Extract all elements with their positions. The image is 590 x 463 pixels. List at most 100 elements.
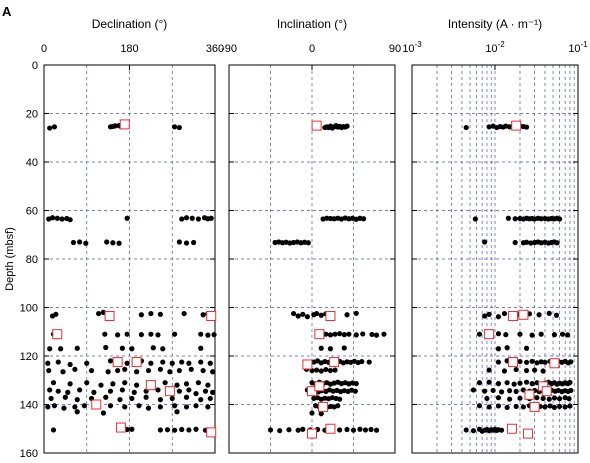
data-point — [504, 404, 510, 411]
data-point — [360, 331, 366, 337]
data-point — [49, 215, 56, 221]
data-point — [495, 381, 502, 387]
data-point — [344, 123, 350, 129]
data-point — [58, 346, 64, 352]
data-point — [74, 345, 80, 351]
data-point — [145, 367, 152, 374]
data-point — [332, 331, 338, 337]
data-square — [314, 329, 325, 340]
data-point — [157, 404, 163, 410]
y-tick-label: 80 — [26, 254, 38, 266]
data-point — [495, 314, 502, 320]
data-square — [115, 422, 126, 433]
data-point — [490, 387, 496, 394]
data-point — [352, 388, 358, 394]
data-point — [116, 240, 122, 246]
y-tick-label: 100 — [20, 303, 38, 315]
data-point — [523, 239, 530, 245]
data-point — [300, 311, 306, 317]
data-point — [305, 240, 311, 246]
data-point — [183, 381, 190, 387]
data-point — [523, 359, 530, 365]
data-point — [172, 124, 178, 130]
data-point — [124, 215, 130, 221]
data-point — [335, 403, 341, 409]
data-point — [107, 358, 114, 364]
data-point — [160, 359, 166, 365]
data-point — [314, 367, 320, 373]
data-point — [507, 396, 513, 402]
data-point — [568, 387, 574, 394]
data-square — [325, 310, 336, 321]
data-point — [183, 240, 190, 246]
data-point — [517, 395, 523, 401]
data-square — [325, 423, 336, 434]
data-point — [318, 368, 324, 374]
data-point — [318, 312, 324, 318]
data-point — [150, 345, 156, 351]
data-point — [117, 397, 123, 403]
data-point — [172, 403, 178, 409]
data-point — [512, 216, 518, 222]
data-point — [115, 367, 121, 374]
data-point — [523, 367, 530, 374]
data-point — [72, 404, 78, 410]
data-square — [508, 310, 519, 321]
data-point — [344, 426, 350, 433]
data-point — [538, 331, 544, 337]
data-point — [91, 389, 97, 395]
data-point — [188, 366, 194, 372]
data-point — [51, 403, 58, 409]
data-point — [186, 427, 192, 433]
data-point — [136, 403, 142, 409]
data-point — [327, 215, 334, 222]
data-point — [96, 310, 102, 317]
data-point — [176, 388, 182, 394]
data-square — [329, 357, 340, 368]
data-point — [495, 395, 502, 401]
data-point — [318, 345, 324, 351]
data-square — [508, 357, 519, 368]
data-point — [65, 389, 71, 395]
data-point — [353, 381, 359, 387]
data-point — [112, 123, 118, 129]
data-point — [202, 388, 209, 394]
data-point — [373, 427, 380, 433]
data-point — [47, 387, 53, 393]
data-point — [486, 379, 492, 385]
data-point — [148, 310, 154, 317]
x-tick-label: 90 — [389, 43, 401, 55]
x-tick-label: 360 — [206, 43, 224, 55]
data-point — [495, 346, 502, 352]
data-point — [122, 404, 128, 410]
x-tick-label: 10-1 — [568, 40, 588, 55]
x-tick-label: 10-2 — [485, 40, 505, 55]
data-point — [517, 358, 523, 365]
data-point — [193, 390, 199, 397]
data-point — [517, 331, 523, 337]
data-point — [486, 367, 492, 373]
x-tick-label: 180 — [120, 43, 138, 55]
data-point — [529, 332, 535, 338]
data-point — [124, 360, 130, 366]
data-point — [507, 388, 513, 394]
data-point — [566, 396, 572, 402]
data-point — [470, 387, 477, 393]
data-point — [565, 332, 571, 338]
data-point — [495, 331, 502, 337]
data-point — [186, 360, 192, 366]
data-point — [198, 397, 204, 403]
y-tick-label: 40 — [26, 157, 38, 169]
data-point — [176, 367, 182, 374]
data-point — [122, 366, 128, 372]
data-point — [511, 381, 517, 387]
data-point — [495, 403, 502, 409]
data-point — [129, 346, 135, 352]
data-point — [110, 240, 116, 246]
data-point — [103, 344, 109, 351]
declination-title: Declination (°) — [92, 17, 168, 31]
data-point — [55, 359, 61, 365]
data-point — [350, 427, 357, 433]
y-tick-label: 120 — [20, 351, 38, 363]
